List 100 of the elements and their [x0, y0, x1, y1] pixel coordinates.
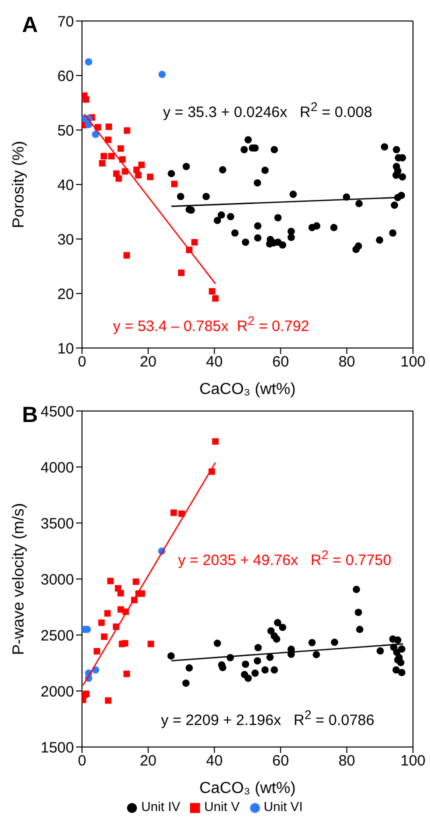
point: [389, 229, 396, 237]
point: [261, 166, 269, 174]
point: [135, 172, 142, 178]
y-tick-label: 1500: [40, 739, 74, 756]
y-axis-title: P-wave velocity (m/s): [10, 502, 28, 656]
point: [104, 610, 111, 617]
annotation: y = 35.3 + 0.0246x R$^{2}$ = 0.008: [163, 100, 372, 121]
point: [92, 130, 100, 138]
y-tick-label: 2500: [40, 627, 74, 644]
point: [226, 213, 234, 220]
point: [218, 211, 226, 219]
point: [312, 650, 320, 658]
point: [288, 234, 295, 242]
point: [178, 270, 185, 276]
point: [288, 228, 295, 236]
text: B: [22, 402, 38, 428]
point: [132, 578, 140, 585]
x-axis-title: CaCO₃ (wt%): [199, 381, 296, 398]
point: [212, 295, 219, 302]
point: [398, 173, 406, 181]
y-tick-label: 30: [57, 231, 74, 248]
point: [398, 668, 406, 676]
x-tick-label: 20: [140, 752, 157, 770]
point: [266, 654, 274, 661]
x-tick-label: 0: [78, 752, 86, 770]
point: [108, 152, 115, 160]
x-tick-label: 80: [338, 752, 356, 770]
point: [84, 58, 92, 66]
point: [100, 152, 108, 160]
point: [106, 123, 112, 130]
annotation: y = 2035 + 49.76x R$^{2}$ = 0.7750: [178, 548, 392, 569]
point: [274, 619, 282, 626]
y-tick-label: 3000: [40, 571, 74, 588]
point: [308, 638, 316, 646]
point: [146, 174, 154, 180]
y-tick-label: 50: [57, 122, 74, 140]
point: [242, 238, 250, 246]
point: [231, 229, 239, 237]
point: [214, 640, 222, 647]
point: [272, 635, 280, 643]
point: [107, 578, 114, 584]
point: [168, 170, 176, 178]
point: [394, 636, 402, 644]
point: [392, 146, 400, 154]
point: [116, 175, 122, 182]
point: [176, 192, 184, 200]
point: [170, 509, 177, 516]
point: [392, 666, 400, 674]
point: [167, 652, 175, 660]
point: [390, 202, 398, 209]
annotation: y = 53.4 – 0.785x R$^{2}$ = 0.792: [113, 314, 310, 335]
point: [244, 674, 252, 682]
y-tick-label: 20: [57, 286, 74, 303]
point: [392, 172, 400, 179]
text: A: [22, 12, 38, 38]
point: [94, 648, 100, 654]
point: [240, 146, 248, 154]
point: [214, 216, 222, 224]
point: [261, 666, 269, 674]
point: [117, 145, 124, 152]
annotation: y = 2209 + 2.196x R$^{2}$ = 0.0786: [161, 708, 374, 729]
point: [104, 697, 112, 704]
point: [380, 143, 388, 151]
legend-label: Unit V: [204, 799, 240, 814]
point: [278, 624, 286, 632]
point: [138, 162, 145, 168]
x-tick-label: 60: [272, 354, 289, 371]
x-tick-label: 20: [140, 354, 157, 371]
point: [330, 638, 338, 646]
point: [254, 644, 262, 652]
point: [290, 190, 297, 198]
point: [148, 640, 154, 648]
point: [254, 657, 262, 665]
point: [104, 136, 112, 144]
point: [242, 660, 250, 668]
x-axis-title: CaCO₃ (wt%): [199, 780, 296, 797]
point: [202, 192, 210, 200]
x-tick-label: 40: [206, 752, 223, 770]
point: [270, 666, 278, 674]
point: [182, 162, 190, 170]
point: [398, 645, 406, 653]
point: [98, 619, 105, 626]
y-tick-label: 2000: [40, 683, 74, 700]
y-tick-label: 70: [57, 13, 74, 30]
point: [124, 127, 130, 134]
point: [254, 234, 262, 242]
point: [123, 252, 130, 259]
point: [158, 70, 166, 78]
point: [100, 633, 108, 640]
point: [82, 96, 90, 103]
point: [244, 136, 252, 144]
point: [208, 288, 216, 295]
point: [123, 670, 130, 678]
y-tick-label: 4500: [40, 403, 74, 420]
point: [251, 670, 259, 677]
point: [212, 438, 219, 445]
legend-label: Unit VI: [264, 799, 303, 814]
point: [376, 236, 384, 244]
point: [182, 680, 190, 687]
point: [186, 664, 193, 672]
